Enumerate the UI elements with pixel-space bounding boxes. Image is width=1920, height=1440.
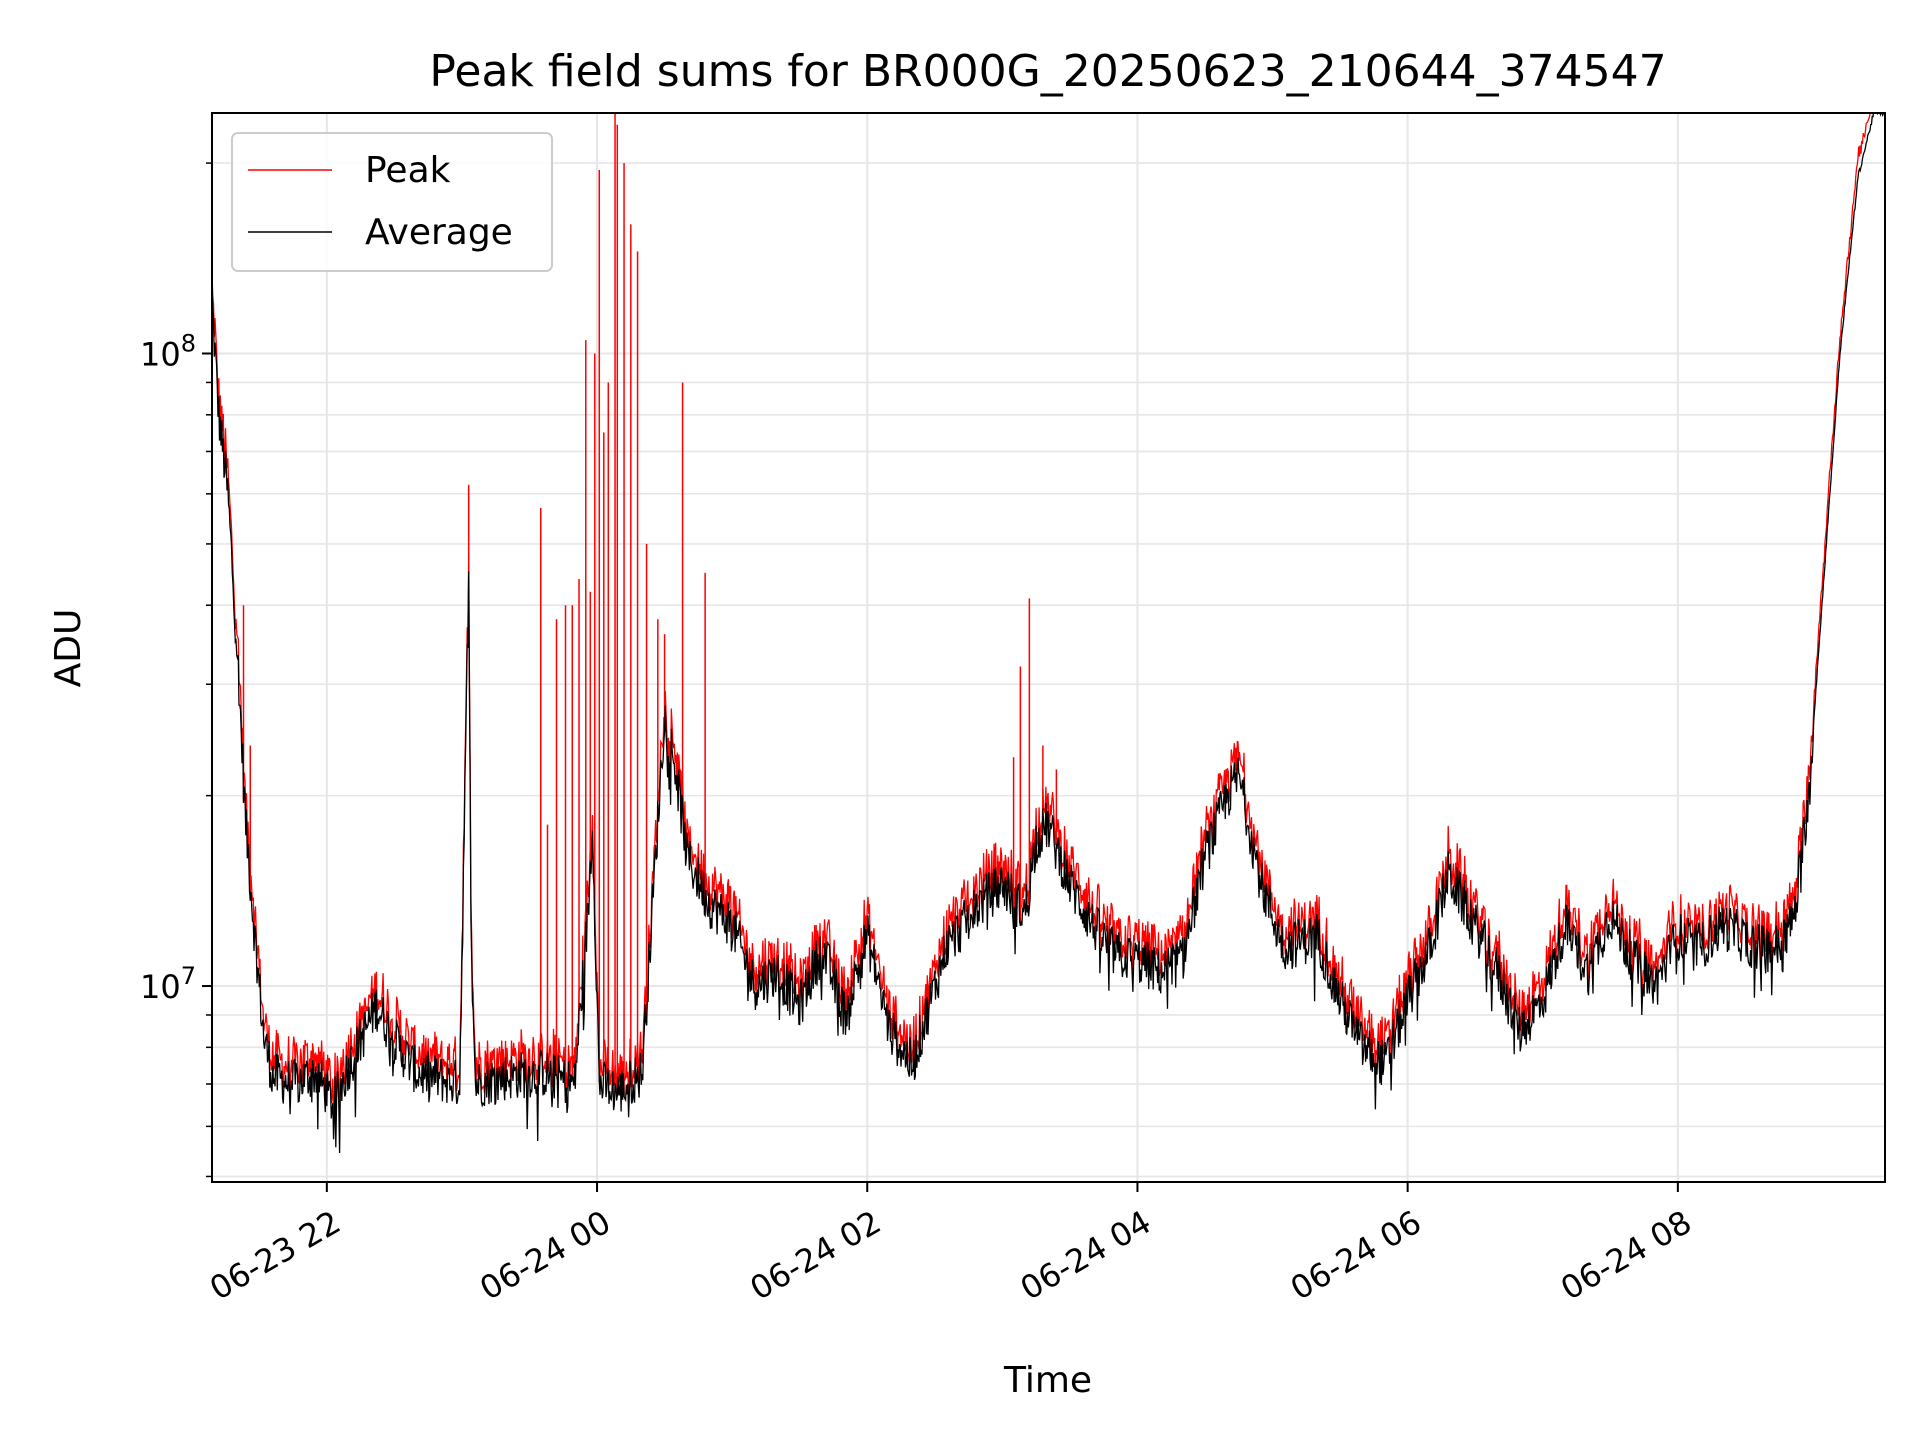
plot-area <box>212 113 1885 1154</box>
legend-peak-label: Peak <box>365 150 451 191</box>
chart-title: Peak field sums for BR000G_20250623_2106… <box>429 46 1666 97</box>
plot-frame <box>211 112 1886 1183</box>
y-tick-label: 107 <box>140 962 196 1006</box>
average-series <box>212 113 1885 1154</box>
y-axis-label: ADU <box>48 609 89 688</box>
x-axis-label: Time <box>1003 1360 1092 1401</box>
y-axis: 107 108 <box>140 162 212 1178</box>
average-line <box>212 113 1885 1154</box>
legend-box <box>231 132 553 272</box>
legend: Peak Average <box>231 132 553 272</box>
peak-series <box>212 113 1871 1132</box>
legend-average-label: Average <box>365 212 513 253</box>
y-tick-label: 108 <box>140 329 196 373</box>
